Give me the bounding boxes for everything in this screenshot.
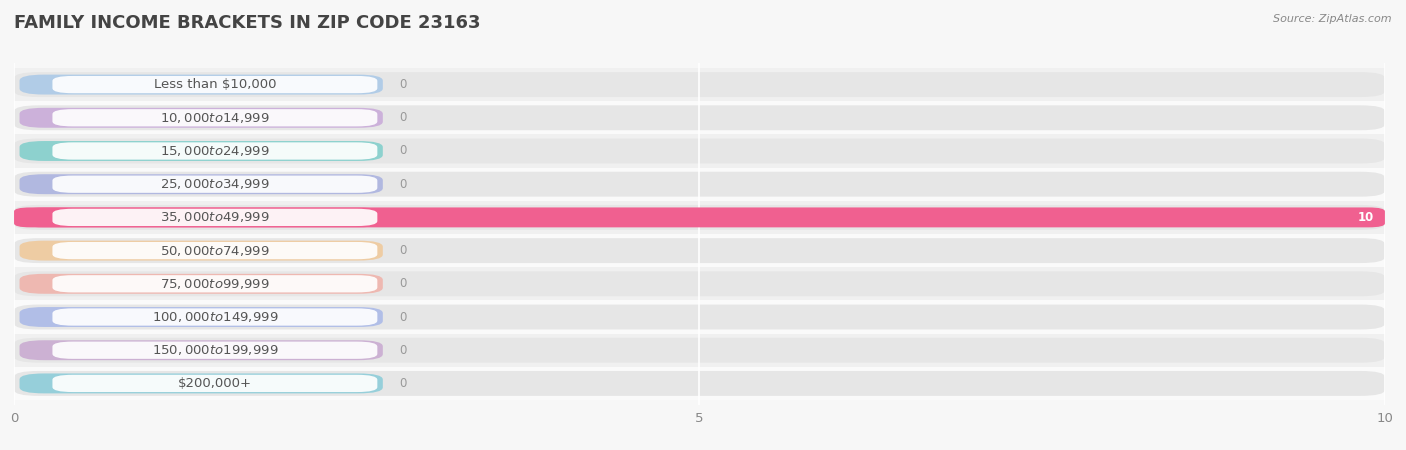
FancyBboxPatch shape — [14, 72, 1385, 97]
FancyBboxPatch shape — [14, 105, 1385, 130]
FancyBboxPatch shape — [52, 176, 377, 193]
Text: $25,000 to $34,999: $25,000 to $34,999 — [160, 177, 270, 191]
Text: $75,000 to $99,999: $75,000 to $99,999 — [160, 277, 270, 291]
Text: 0: 0 — [399, 78, 406, 91]
Bar — [14, 167, 1385, 201]
FancyBboxPatch shape — [14, 338, 1385, 363]
FancyBboxPatch shape — [52, 242, 377, 259]
FancyBboxPatch shape — [52, 375, 377, 392]
Text: $200,000+: $200,000+ — [179, 377, 252, 390]
Text: Less than $10,000: Less than $10,000 — [153, 78, 276, 91]
Bar — [14, 333, 1385, 367]
FancyBboxPatch shape — [20, 108, 382, 128]
Bar — [14, 135, 1385, 167]
FancyBboxPatch shape — [52, 209, 377, 226]
Text: FAMILY INCOME BRACKETS IN ZIP CODE 23163: FAMILY INCOME BRACKETS IN ZIP CODE 23163 — [14, 14, 481, 32]
FancyBboxPatch shape — [20, 274, 382, 294]
FancyBboxPatch shape — [14, 139, 1385, 163]
Text: $100,000 to $149,999: $100,000 to $149,999 — [152, 310, 278, 324]
FancyBboxPatch shape — [14, 207, 1385, 227]
FancyBboxPatch shape — [52, 76, 377, 93]
FancyBboxPatch shape — [14, 238, 1385, 263]
FancyBboxPatch shape — [52, 109, 377, 126]
FancyBboxPatch shape — [20, 340, 382, 360]
Bar — [14, 267, 1385, 301]
FancyBboxPatch shape — [20, 174, 382, 194]
FancyBboxPatch shape — [20, 75, 382, 94]
FancyBboxPatch shape — [20, 207, 382, 227]
Text: 0: 0 — [399, 244, 406, 257]
FancyBboxPatch shape — [52, 342, 377, 359]
FancyBboxPatch shape — [14, 172, 1385, 197]
Text: 0: 0 — [399, 377, 406, 390]
Text: $15,000 to $24,999: $15,000 to $24,999 — [160, 144, 270, 158]
Text: 0: 0 — [399, 277, 406, 290]
Text: 0: 0 — [399, 178, 406, 191]
FancyBboxPatch shape — [14, 205, 1385, 230]
FancyBboxPatch shape — [52, 142, 377, 160]
Bar — [14, 68, 1385, 101]
Bar — [14, 301, 1385, 333]
FancyBboxPatch shape — [52, 275, 377, 292]
FancyBboxPatch shape — [14, 371, 1385, 396]
FancyBboxPatch shape — [20, 241, 382, 261]
FancyBboxPatch shape — [14, 271, 1385, 296]
Text: $50,000 to $74,999: $50,000 to $74,999 — [160, 243, 270, 257]
Bar — [14, 101, 1385, 135]
Text: 0: 0 — [399, 144, 406, 158]
Text: 0: 0 — [399, 344, 406, 357]
Text: Source: ZipAtlas.com: Source: ZipAtlas.com — [1274, 14, 1392, 23]
Bar — [14, 201, 1385, 234]
Text: $35,000 to $49,999: $35,000 to $49,999 — [160, 211, 270, 225]
Text: $150,000 to $199,999: $150,000 to $199,999 — [152, 343, 278, 357]
Bar — [14, 234, 1385, 267]
Text: 0: 0 — [399, 111, 406, 124]
FancyBboxPatch shape — [20, 374, 382, 393]
Bar — [14, 367, 1385, 400]
Text: 0: 0 — [399, 310, 406, 324]
FancyBboxPatch shape — [20, 141, 382, 161]
FancyBboxPatch shape — [52, 308, 377, 326]
Text: $10,000 to $14,999: $10,000 to $14,999 — [160, 111, 270, 125]
Text: 10: 10 — [1358, 211, 1374, 224]
FancyBboxPatch shape — [14, 305, 1385, 329]
FancyBboxPatch shape — [20, 307, 382, 327]
